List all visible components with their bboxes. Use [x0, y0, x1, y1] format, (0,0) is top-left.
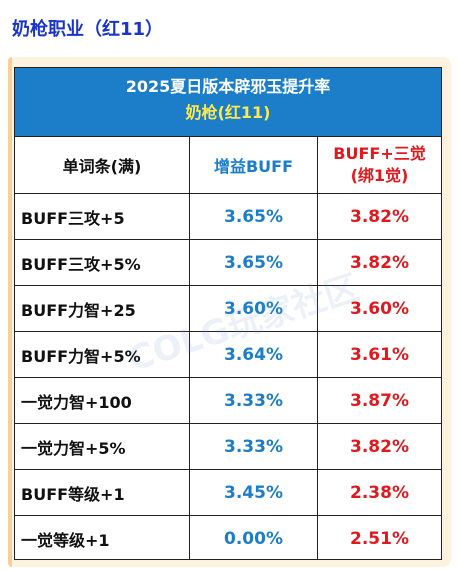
row-entry-name: BUFF三攻+5 — [21, 208, 125, 228]
row-buff-awaken-value: 3.61% — [317, 332, 441, 377]
table-card: 2025夏日版本辟邪玉提升率 奶枪(红11) 单词条(满) 增益BUFF BUF… — [8, 57, 451, 567]
header-entry: 单词条(满) — [62, 157, 142, 176]
row-buff-awaken-value: 3.60% — [317, 286, 441, 331]
row-buff-value: 3.45% — [189, 470, 317, 515]
header-buff: 增益BUFF — [189, 137, 317, 193]
row-entry-name: 一觉等级+1 — [21, 530, 110, 550]
row-buff-awaken-value: 3.82% — [317, 424, 441, 469]
row-entry-name: BUFF力智+25 — [21, 300, 136, 320]
row-buff-awaken-value: 3.87% — [317, 378, 441, 423]
banner-title: 2025夏日版本辟邪玉提升率 — [125, 77, 331, 96]
header-buff-awaken-line1: BUFF+三觉 — [333, 144, 426, 163]
row-buff-value: 3.64% — [189, 332, 317, 377]
header-buff-awaken: BUFF+三觉 (绑1觉) — [317, 137, 441, 193]
table-row: 一觉等级+1 0.00% 2.51% — [15, 516, 441, 559]
data-table: 2025夏日版本辟邪玉提升率 奶枪(红11) 单词条(满) 增益BUFF BUF… — [14, 67, 442, 560]
card-accent — [8, 57, 12, 567]
table-header-row: 单词条(满) 增益BUFF BUFF+三觉 (绑1觉) — [15, 137, 441, 194]
row-buff-awaken-value: 2.51% — [317, 516, 441, 559]
row-buff-awaken-value: 2.38% — [317, 470, 441, 515]
row-buff-value: 3.65% — [189, 194, 317, 239]
row-buff-awaken-value: 3.82% — [317, 240, 441, 285]
row-entry-name: BUFF三攻+5% — [21, 254, 141, 274]
table-row: BUFF力智+5% 3.64% 3.61% — [15, 332, 441, 378]
header-buff-awaken-line2: (绑1觉) — [350, 166, 409, 185]
row-buff-value: 3.65% — [189, 240, 317, 285]
table-row: 一觉力智+100 3.33% 3.87% — [15, 378, 441, 424]
row-buff-value: 3.33% — [189, 378, 317, 423]
table-row: BUFF等级+1 3.45% 2.38% — [15, 470, 441, 516]
table-row: BUFF三攻+5% 3.65% 3.82% — [15, 240, 441, 286]
row-entry-name: BUFF力智+5% — [21, 346, 141, 366]
table-row: BUFF三攻+5 3.65% 3.82% — [15, 194, 441, 240]
page-heading: 奶枪职业（红11） — [12, 19, 164, 40]
table-row: BUFF力智+25 3.60% 3.60% — [15, 286, 441, 332]
row-buff-value: 3.60% — [189, 286, 317, 331]
row-entry-name: BUFF等级+1 — [21, 484, 125, 504]
row-buff-value: 0.00% — [189, 516, 317, 559]
row-buff-value: 3.33% — [189, 424, 317, 469]
table-banner: 2025夏日版本辟邪玉提升率 奶枪(红11) — [15, 68, 441, 137]
table-row: 一觉力智+5% 3.33% 3.82% — [15, 424, 441, 470]
row-entry-name: 一觉力智+100 — [21, 392, 132, 412]
row-entry-name: 一觉力智+5% — [21, 438, 126, 458]
row-buff-awaken-value: 3.82% — [317, 194, 441, 239]
banner-subtitle: 奶枪(红11) — [185, 103, 271, 122]
